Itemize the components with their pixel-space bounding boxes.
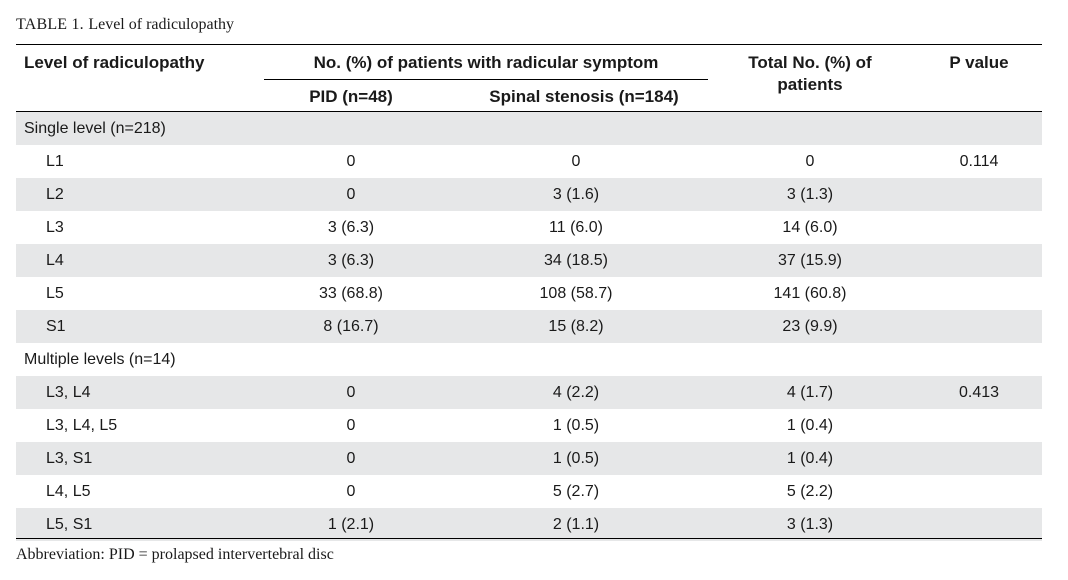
p-value-cell	[886, 508, 1068, 541]
stenosis-cell: 5 (2.7)	[552, 483, 600, 500]
total-cell: 141 (60.8)	[773, 285, 847, 302]
p-value-cell: 0.114	[959, 153, 999, 170]
stenosis-cell: 1 (0.5)	[552, 450, 600, 467]
level-cell: L3, L4, L5	[46, 417, 118, 434]
p-value-cell	[886, 244, 1068, 277]
table-row: L3, S1 0 1 (0.5) 1 (0.4)	[16, 442, 1042, 475]
total-cell: 0	[805, 153, 815, 170]
stenosis-cell: 4 (2.2)	[552, 384, 600, 401]
p-value-cell	[886, 277, 1068, 310]
header-pid: PID (n=48)	[309, 87, 393, 106]
p-value-cell	[886, 442, 1068, 475]
pid-cell: 1 (2.1)	[327, 516, 375, 533]
p-value-cell	[886, 409, 1068, 442]
p-value-cell: 0.413	[958, 384, 1000, 401]
header-group-rule	[264, 79, 708, 80]
table-row: L3, L4 0 4 (2.2) 4 (1.7) 0.413	[16, 376, 1042, 409]
level-cell: L2	[46, 186, 64, 203]
table-row: L4 3 (6.3) 34 (18.5) 37 (15.9)	[16, 244, 1042, 277]
total-cell: 23 (9.9)	[782, 318, 838, 335]
pid-cell: 0	[346, 384, 356, 401]
pid-cell: 33 (68.8)	[318, 285, 384, 302]
table-row: L3 3 (6.3) 11 (6.0) 14 (6.0)	[16, 211, 1042, 244]
table-row: L2 0 3 (1.6) 3 (1.3)	[16, 178, 1042, 211]
total-cell: 4 (1.7)	[786, 384, 834, 401]
stenosis-cell: 11 (6.0)	[549, 219, 603, 236]
group-row: Single level (n=218)	[16, 112, 1042, 145]
level-cell: L3, L4	[46, 384, 91, 401]
stenosis-cell: 1 (0.5)	[552, 417, 600, 434]
table-caption-title: Level of radiculopathy	[88, 16, 235, 33]
header-total: Total No. (%) of patients	[706, 52, 914, 96]
group-label: Single level (n=218)	[24, 120, 166, 137]
level-cell: L4, L5	[46, 483, 91, 500]
pid-cell: 8 (16.7)	[323, 318, 379, 335]
level-cell: L5, S1	[46, 516, 93, 533]
p-value-cell	[886, 310, 1068, 343]
table-caption: TABLE 1. Level of radiculopathy	[16, 16, 234, 34]
pid-cell: 0	[346, 450, 356, 467]
total-cell: 5 (2.2)	[786, 483, 834, 500]
table-caption-label: TABLE 1.	[16, 16, 84, 33]
table-row: S1 8 (16.7) 15 (8.2) 23 (9.9)	[16, 310, 1042, 343]
p-value-cell	[886, 178, 1068, 211]
level-cell: L3	[46, 219, 64, 236]
pid-cell: 0	[346, 186, 356, 203]
total-cell: 1 (0.4)	[786, 417, 834, 434]
pid-cell: 3 (6.3)	[327, 219, 375, 236]
pid-cell: 0	[346, 417, 356, 434]
table-row: L1 0 0 0 0.114	[16, 145, 1042, 178]
pid-cell: 3 (6.3)	[327, 252, 375, 269]
stenosis-cell: 2 (1.1)	[552, 516, 600, 533]
stenosis-cell: 34 (18.5)	[543, 252, 609, 269]
stenosis-cell: 15 (8.2)	[548, 318, 604, 335]
group-label: Multiple levels (n=14)	[24, 351, 176, 368]
table-top-rule	[16, 44, 1042, 45]
total-cell: 3 (1.3)	[786, 186, 834, 203]
table-row: L3, L4, L5 0 1 (0.5) 1 (0.4)	[16, 409, 1042, 442]
p-value-cell	[886, 211, 1068, 244]
level-cell: L1	[46, 153, 64, 170]
pid-cell: 0	[346, 483, 356, 500]
header-total-line2: patients	[777, 75, 843, 94]
table-bottom-rule	[16, 538, 1042, 539]
level-cell: S1	[46, 318, 66, 335]
table-row: L4, L5 0 5 (2.7) 5 (2.2)	[16, 475, 1042, 508]
header-bottom-rule	[16, 111, 1042, 112]
total-cell: 14 (6.0)	[782, 219, 838, 236]
level-cell: L4	[46, 252, 64, 269]
header-level: Level of radiculopathy	[24, 53, 205, 72]
stenosis-cell: 108 (58.7)	[539, 285, 613, 302]
total-cell: 3 (1.3)	[786, 516, 834, 533]
header-p-value: P value	[949, 53, 1009, 72]
level-cell: L5	[46, 285, 64, 302]
header-total-line1: Total No. (%) of	[748, 53, 872, 72]
total-cell: 37 (15.9)	[777, 252, 843, 269]
table-footnote: Abbreviation: PID = prolapsed interverte…	[16, 546, 334, 563]
header-group: No. (%) of patients with radicular sympt…	[313, 53, 659, 72]
header-stenosis: Spinal stenosis (n=184)	[489, 87, 679, 106]
total-cell: 1 (0.4)	[786, 450, 834, 467]
p-value-cell	[886, 475, 1068, 508]
pid-cell: 0	[346, 153, 356, 170]
table-row: L5, S1 1 (2.1) 2 (1.1) 3 (1.3)	[16, 508, 1042, 541]
stenosis-cell: 3 (1.6)	[552, 186, 600, 203]
group-row: Multiple levels (n=14)	[16, 343, 1042, 376]
table-row: L5 33 (68.8) 108 (58.7) 141 (60.8)	[16, 277, 1042, 310]
level-cell: L3, S1	[46, 450, 93, 467]
stenosis-cell: 0	[571, 153, 581, 170]
